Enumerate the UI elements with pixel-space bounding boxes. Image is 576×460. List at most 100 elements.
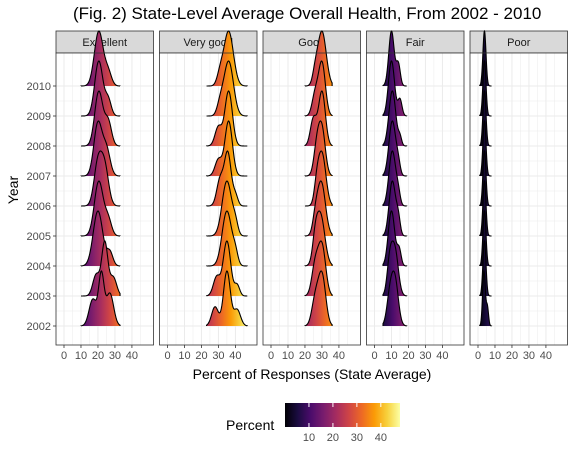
ridge-2003 <box>382 241 407 296</box>
ridge-2004 <box>479 211 492 266</box>
ridge-outline-2008 <box>479 89 492 147</box>
panel-border <box>262 52 361 346</box>
color-legend: Percent 10 20 30 40 <box>226 403 400 444</box>
x-tick-label: 20 <box>195 350 207 362</box>
x-tick-label: 40 <box>333 350 345 362</box>
y-tick-label: 2003 <box>27 291 51 303</box>
ridge-outline-2009 <box>304 60 333 117</box>
y-tick-label: 2009 <box>27 111 51 123</box>
legend-title: Percent <box>226 417 274 433</box>
panel-background <box>263 53 361 345</box>
panel-border <box>366 52 465 346</box>
x-tick-label: 30 <box>419 350 431 362</box>
ridge-outline-2003 <box>382 240 408 297</box>
ridge-2003 <box>304 241 333 296</box>
ridge-2009 <box>479 61 492 116</box>
x-tick-label: 0 <box>268 350 274 362</box>
ridge-2006 <box>479 151 492 206</box>
legend-ticks: 10 20 30 40 <box>303 403 387 444</box>
ridge-2008 <box>80 91 121 146</box>
ridge-outline-2009 <box>479 59 492 117</box>
legend-colorbar <box>285 403 400 427</box>
panel-background <box>366 53 464 345</box>
ridge-2004 <box>80 211 121 266</box>
ridge-outline-2006 <box>382 150 408 207</box>
ridge-outline-2004 <box>479 209 492 267</box>
x-tick-label: 40 <box>229 350 241 362</box>
panel-border <box>55 52 154 346</box>
ridge-2002 <box>382 271 407 326</box>
legend-tick-label: 10 <box>303 432 315 444</box>
x-tick-label: 10 <box>385 350 397 362</box>
y-axis-title: Year <box>5 176 21 205</box>
x-tick-label: 10 <box>178 350 190 362</box>
x-tick-label: 30 <box>316 350 328 362</box>
panel-background <box>159 53 257 345</box>
ridge-outline-2010 <box>382 30 407 87</box>
ridge-outline-2004 <box>80 210 121 267</box>
facet-fair: Fair 0 10 20 30 40 <box>366 30 465 362</box>
x-tick-label: 10 <box>75 350 87 362</box>
ridge-outline-2007 <box>304 120 333 177</box>
ridge-outline-2004 <box>382 210 408 267</box>
ridge-2003 <box>206 241 248 296</box>
ridge-2008 <box>206 91 248 146</box>
ridge-outline-2006 <box>304 150 333 207</box>
ridge-outline-2007 <box>80 120 121 177</box>
ridge-2006 <box>382 151 407 206</box>
ridge-2006 <box>304 151 333 206</box>
ridge-outline-2010 <box>304 30 333 87</box>
facet-strip-label: Fair <box>406 37 425 49</box>
facet-strip-label: Excellent <box>82 37 127 49</box>
panel-border <box>159 52 258 346</box>
x-tick-label: 30 <box>523 350 535 362</box>
ridge-2009 <box>206 61 248 116</box>
ridge-2005 <box>304 181 333 236</box>
x-axis-title: Percent of Responses (State Average) <box>193 366 432 382</box>
ridge-outline-2008 <box>206 90 248 147</box>
ridge-2010 <box>479 31 492 86</box>
x-tick-label: 40 <box>540 350 552 362</box>
ridge-2007 <box>479 121 492 176</box>
y-tick-label: 2007 <box>27 171 51 183</box>
ridge-2010 <box>304 31 333 86</box>
ridge-outline-2003 <box>479 239 492 297</box>
ridge-outline-2002 <box>80 270 121 327</box>
ridge-2007 <box>304 121 333 176</box>
ridge-2002 <box>80 271 121 326</box>
ridge-outline-2005 <box>304 180 333 237</box>
y-tick-label: 2002 <box>27 321 51 333</box>
ridge-2010 <box>80 31 121 86</box>
x-tick-label: 20 <box>299 350 311 362</box>
legend-tick-label: 30 <box>351 432 363 444</box>
ridge-outline-2010 <box>80 30 121 87</box>
ridge-outline-2009 <box>206 60 248 117</box>
facet-very-good: Very good 0 10 20 30 40 <box>159 30 258 362</box>
y-axis: 2002 2003 2004 2005 2006 2007 2008 2009 2010 <box>27 81 56 333</box>
y-tick-label: 2004 <box>27 261 51 273</box>
ridge-outline-2006 <box>206 150 248 207</box>
x-tick-label: 0 <box>475 350 481 362</box>
chart-title: (Fig. 2) State-Level Average Overall Hea… <box>73 4 541 23</box>
ridge-2008 <box>304 91 333 146</box>
x-tick-label: 0 <box>371 350 377 362</box>
ridge-2007 <box>382 121 407 176</box>
x-tick-label: 30 <box>212 350 224 362</box>
facet-strip-label: Poor <box>507 37 531 49</box>
ridge-outline-2005 <box>479 179 492 237</box>
ridge-outline-2003 <box>80 240 121 297</box>
ridge-outline-2008 <box>382 90 408 147</box>
x-tick-label: 0 <box>164 350 170 362</box>
ridge-2010 <box>206 31 248 86</box>
ridge-2002 <box>206 271 248 326</box>
ridge-outline-2005 <box>80 180 121 237</box>
ridge-outline-2005 <box>382 180 408 237</box>
x-tick-label: 30 <box>109 350 121 362</box>
ridge-outline-2005 <box>206 180 248 237</box>
y-tick-label: 2005 <box>27 231 51 243</box>
ridge-outline-2009 <box>382 60 408 117</box>
ridge-outline-2008 <box>80 90 121 147</box>
